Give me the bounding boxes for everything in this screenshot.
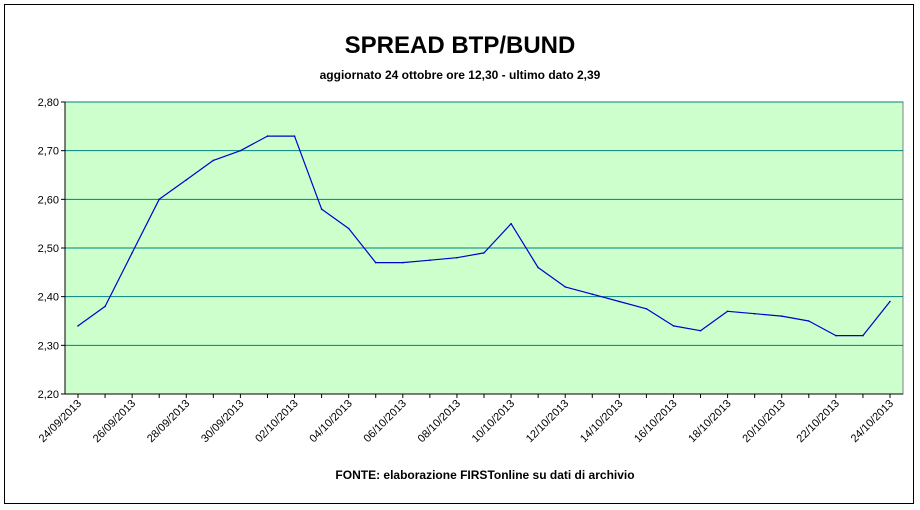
data-point [699,329,702,332]
chart-title: SPREAD BTP/BUND [344,32,576,59]
data-point [212,159,215,162]
y-tick-label: 2,40 [38,292,59,304]
data-point [374,261,377,264]
data-point [320,208,323,210]
data-point [862,334,864,337]
data-point [293,135,296,137]
axes [61,101,903,398]
series-layer [77,135,891,337]
data-point [266,135,269,137]
y-tick-label: 2,50 [38,243,59,255]
data-point [77,325,79,327]
x-tick-label: 04/10/2013 [307,398,354,445]
data-point [564,286,566,288]
x-tick-label: 10/10/2013 [470,398,517,445]
x-tick-label: 24/10/2013 [849,398,896,445]
data-point [889,300,891,303]
data-point [618,300,621,303]
gridlines [65,101,903,346]
data-point [483,252,485,254]
data-point [645,308,648,310]
data-point [104,305,106,308]
data-point [456,256,458,259]
source-note: FONTE: elaborazione FIRSTonline su dati … [335,468,635,482]
x-tick-label: 18/10/2013 [686,398,733,445]
data-point [510,222,512,225]
data-point [672,325,675,327]
data-point [158,198,160,201]
data-point [780,315,783,317]
data-point [591,293,594,296]
x-tick-label: 12/10/2013 [524,398,571,445]
chart-subtitle: aggiornato 24 ottobre ore 12,30 - ultimo… [319,68,601,82]
data-point [753,312,756,315]
x-tick-label: 14/10/2013 [578,398,625,445]
x-tick-label: 22/10/2013 [795,398,842,445]
x-tick-label: 20/10/2013 [740,398,787,445]
y-tick-label: 2,60 [38,194,59,206]
x-tick-label: 30/09/2013 [199,398,246,445]
data-point [402,261,404,264]
x-tick-label: 06/10/2013 [362,398,409,445]
data-point [347,227,350,230]
x-tick-label: 26/09/2013 [91,398,138,445]
x-tick-label: 24/09/2013 [37,398,84,445]
data-point [429,259,431,262]
y-tick-label: 2,30 [38,340,59,352]
data-point [726,310,729,313]
x-tick-label: 28/09/2013 [145,398,192,445]
y-tick-label: 2,80 [38,97,59,109]
data-point [239,149,242,152]
data-point [835,334,837,337]
x-tick-label: 08/10/2013 [416,398,463,445]
data-point [537,266,539,269]
x-tick-label: 16/10/2013 [632,398,679,445]
data-point [808,320,810,322]
y-tick-label: 2,20 [38,389,59,401]
data-point [185,179,188,181]
y-tick-label: 2,70 [38,146,59,158]
x-tick-labels: 24/09/2013 26/09/2013 28/09/2013 30/09/2013… [37,398,896,445]
y-tick-labels: 2,20 2,30 2,40 2,50 2,60 2,70 2,80 [38,97,59,401]
data-point [131,252,133,254]
x-tick-label: 02/10/2013 [253,398,300,445]
